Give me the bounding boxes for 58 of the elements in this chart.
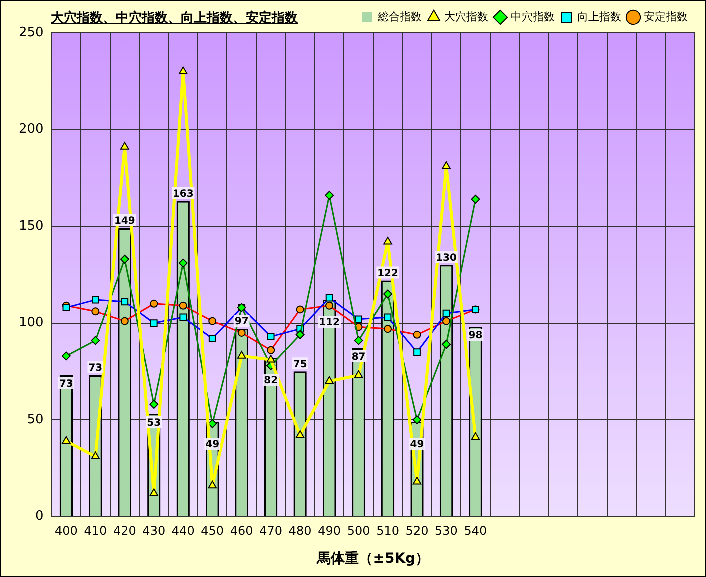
x-tick-label: 400 (54, 524, 78, 538)
data-label: 149 (114, 216, 136, 228)
point (266, 355, 276, 363)
legend-label: 向上指数 (578, 10, 622, 24)
x-tick-label: 430 (142, 524, 166, 538)
point (325, 376, 334, 384)
x-tick-label: 510 (376, 524, 400, 538)
chart-title: 大穴指数、中穴指数、向上指数、安定指数 (51, 10, 298, 27)
x-tick-label: 530 (435, 524, 458, 538)
x-tick-label: 470 (260, 524, 283, 538)
point (471, 432, 480, 440)
data-label: 98 (468, 330, 483, 342)
data-label: 130 (436, 252, 457, 264)
point (62, 436, 71, 444)
x-tick-label: 520 (406, 524, 429, 538)
data-label: 53 (147, 418, 162, 429)
y-tick-label: 150 (18, 218, 44, 234)
point (296, 430, 305, 438)
x-tick-label: 540 (464, 524, 488, 538)
legend-label: 総合指数 (377, 10, 422, 24)
y-tick-label: 250 (18, 25, 44, 40)
point (442, 162, 451, 170)
y-tick-label: 200 (18, 122, 44, 138)
data-label: 87 (352, 352, 366, 364)
legend-label: 中穴指数 (511, 10, 555, 24)
point (412, 476, 422, 485)
point (150, 488, 159, 496)
x-tick-label: 490 (318, 524, 342, 538)
point (354, 370, 364, 378)
point (208, 480, 218, 489)
x-tick-label: 410 (84, 524, 108, 538)
x-tick-label: 460 (230, 524, 254, 538)
legend-label: 安定指数 (644, 10, 688, 24)
data-label: 49 (206, 440, 220, 451)
y-tick-label: 0 (36, 509, 44, 524)
x-tick-label: 480 (288, 524, 312, 538)
point (237, 351, 246, 359)
data-label: 82 (264, 376, 278, 387)
y-tick-label: 100 (18, 316, 44, 331)
data-label: 112 (319, 318, 340, 329)
data-label: 97 (234, 316, 249, 328)
x-tick-label: 420 (113, 524, 136, 538)
point (178, 66, 188, 74)
data-label: 122 (378, 268, 399, 280)
data-label: 75 (293, 359, 308, 370)
x-tick-label: 440 (172, 524, 195, 538)
legend-label: 大穴指数 (444, 10, 488, 24)
data-label: 73 (88, 363, 103, 374)
point (120, 142, 130, 150)
x-axis-title: 馬体重（±5Kg） (316, 551, 430, 568)
data-label: 163 (172, 188, 194, 200)
x-tick-label: 500 (347, 524, 370, 538)
data-label: 73 (59, 379, 74, 390)
point (91, 452, 100, 460)
x-tick-label: 450 (201, 524, 224, 538)
data-label: 49 (410, 440, 424, 451)
y-tick-label: 50 (27, 412, 44, 428)
point (384, 237, 392, 245)
